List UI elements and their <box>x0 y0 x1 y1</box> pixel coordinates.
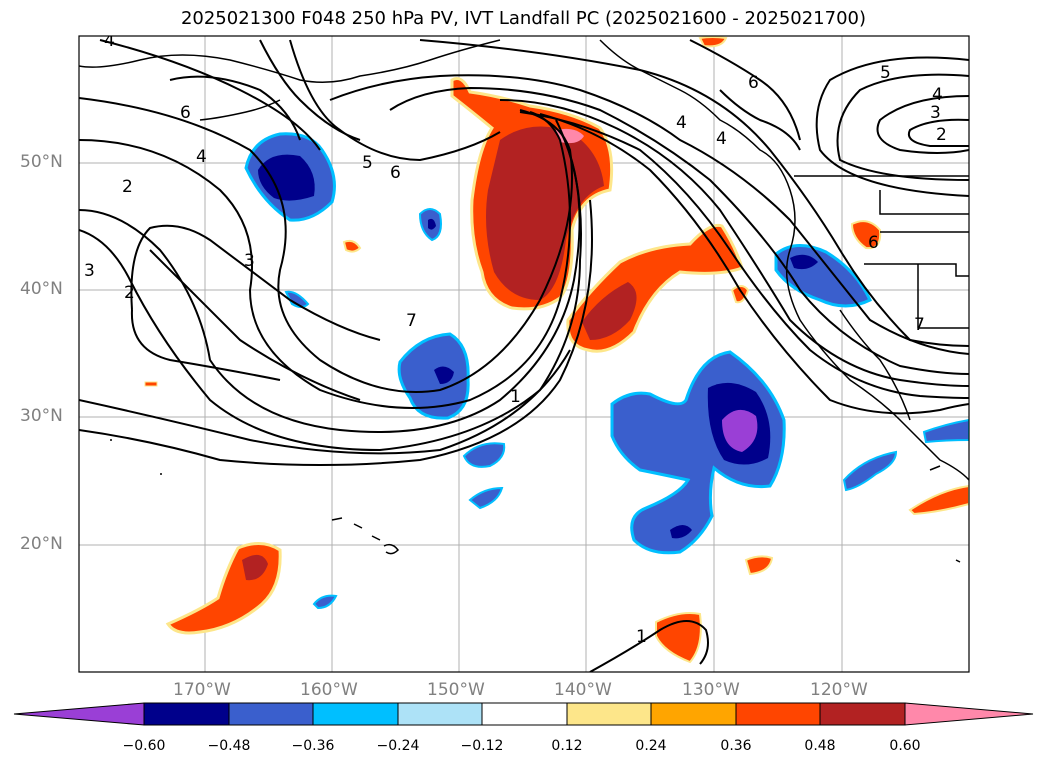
colorbar-tick-label: −0.12 <box>460 738 504 754</box>
lat-label: 50°N <box>20 152 63 172</box>
colorbar-tick-label: −0.60 <box>122 738 166 754</box>
contour-label: 6 <box>748 73 759 93</box>
contour-labels: 4 6 4 2 3 2 3 5 6 7 1 1 5 4 3 2 6 6 4 7 … <box>84 31 947 647</box>
colorbar-min-extend <box>13 702 145 726</box>
contour-label: 1 <box>510 387 521 407</box>
contour-label: 6 <box>390 163 401 183</box>
colorbar-bin <box>481 702 568 726</box>
contour-label: 2 <box>122 177 133 197</box>
pv-contours <box>79 39 969 672</box>
lat-label: 40°N <box>20 279 63 299</box>
coastlines <box>79 39 969 563</box>
contour-label: 4 <box>676 113 687 133</box>
colorbar-tick-label: 0.48 <box>804 738 836 754</box>
contour-label: 6 <box>868 233 879 253</box>
contour-label: 3 <box>244 251 255 271</box>
lon-label: 160°W <box>300 680 358 700</box>
contour-label: 7 <box>914 315 925 335</box>
colorbar-bin <box>566 702 652 726</box>
colorbar-tick-label: −0.24 <box>376 738 420 754</box>
contour-label: 4 <box>104 31 115 51</box>
contour-label: 1 <box>636 627 647 647</box>
lat-label: 30°N <box>20 406 63 426</box>
colorbar-bin <box>397 702 483 726</box>
contour-label: 3 <box>930 103 941 123</box>
colorbar-tick-label: 0.12 <box>551 738 583 754</box>
colorbar-bin <box>650 702 737 726</box>
colorbar-max-extend <box>904 702 1034 726</box>
lat-label: 20°N <box>20 534 63 554</box>
lon-label: 170°W <box>173 680 231 700</box>
contour-label: 6 <box>180 103 191 123</box>
lon-label: 150°W <box>427 680 485 700</box>
contour-label: 5 <box>362 153 373 173</box>
contour-label: 4 <box>932 85 943 105</box>
lon-label: 140°W <box>554 680 612 700</box>
lon-label: 120°W <box>810 680 868 700</box>
colorbar-tick-label: 0.24 <box>635 738 667 754</box>
map-frame <box>78 35 970 673</box>
contour-label: 5 <box>880 63 891 83</box>
colorbar-tick-label: 0.60 <box>889 738 921 754</box>
colorbar-bin <box>819 702 906 726</box>
colorbar-bin <box>143 702 230 726</box>
contour-label: 2 <box>124 283 135 303</box>
contour-label: 7 <box>406 311 417 331</box>
colorbar-tick-label: −0.36 <box>291 738 335 754</box>
lon-label: 130°W <box>682 680 740 700</box>
central-pacific-anomaly <box>397 332 470 420</box>
contour-label: 3 <box>84 261 95 281</box>
contour-label: 2 <box>936 125 947 145</box>
colorbar-bin <box>312 702 399 726</box>
colorbar-bin <box>228 702 314 726</box>
colorbar-tick-label: −0.48 <box>207 738 251 754</box>
colorbar-bin <box>735 702 821 726</box>
colorbar-tick-label: 0.36 <box>720 738 752 754</box>
contour-label: 4 <box>196 147 207 167</box>
colorbar <box>13 702 1034 726</box>
plot-title: 2025021300 F048 250 hPa PV, IVT Landfall… <box>180 8 867 29</box>
contour-label: 4 <box>716 129 727 149</box>
